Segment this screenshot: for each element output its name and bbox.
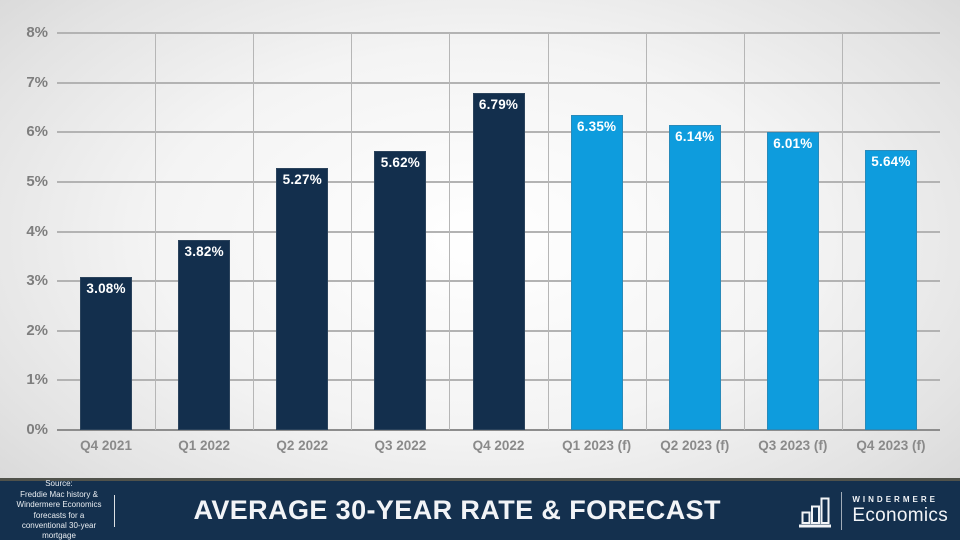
bar-q4-2023-f: 5.64% (864, 150, 917, 430)
bar-value-label: 6.35% (576, 118, 617, 134)
y-tick-label: 8% (26, 24, 48, 41)
x-tick-label: Q3 2023 (f) (758, 438, 828, 453)
y-tick-label: 3% (26, 272, 48, 290)
gridline-v (743, 33, 745, 430)
y-tick-label: 6% (26, 123, 48, 141)
gridline-h (57, 32, 940, 34)
bar-value-label: 6.01% (773, 135, 813, 151)
x-tick-label: Q4 2023 (f) (856, 438, 926, 453)
bar-q4-2021: 3.08% (80, 277, 133, 430)
bar-value-label: 3.82% (184, 244, 224, 260)
y-axis: 0% 1% 2% 3% 4% 5% 6% 7% 8% (0, 25, 50, 438)
bar-q3-2022: 5.62% (374, 151, 427, 430)
gridline-v (449, 33, 451, 430)
x-tick-label: Q2 2023 (f) (660, 438, 730, 453)
bar-q2-2023-f: 6.14% (668, 125, 721, 430)
bar-value-label: 5.64% (871, 154, 911, 170)
y-tick-label: 1% (26, 371, 48, 389)
gridline-v (645, 33, 647, 430)
gridline-v (841, 33, 843, 430)
bar-value-label: 5.62% (380, 155, 421, 171)
bar-q2-2022: 5.27% (276, 168, 329, 430)
y-tick-label: 7% (26, 73, 48, 91)
footer-bar: Source: Freddie Mac history & Windermere… (0, 478, 960, 540)
x-tick-label: Q1 2023 (f) (562, 438, 632, 453)
slide-title: AVERAGE 30-YEAR RATE & FORECAST (193, 495, 721, 525)
bar-q1-2023-f: 6.35% (570, 114, 623, 430)
logo-brand: WINDERMERE (852, 494, 938, 504)
bar-q3-2023-f: 6.01% (766, 131, 819, 430)
plot-area: 3.08% 3.82% 5.27% 5.62% 6.79% 6.35% 6.14% 6.01%… (57, 32, 940, 431)
x-axis: Q4 2021 Q1 2022 Q2 2022 Q3 2022 Q4 2022 Q1 20… (57, 437, 940, 459)
source-note: Source: Freddie Mac history & Windermere… (16, 479, 102, 540)
logo-divider (841, 491, 843, 530)
gridline-v (351, 33, 353, 430)
x-tick-label: Q2 2022 (276, 438, 329, 453)
gridline-h (57, 429, 940, 431)
bar-q1-2022: 3.82% (178, 240, 231, 430)
gridline-v (547, 33, 549, 430)
bar-value-label: 3.08% (86, 281, 126, 297)
bar-value-label: 6.14% (675, 129, 715, 145)
y-tick-label: 2% (26, 321, 48, 339)
bar-chart-icon (799, 493, 832, 529)
x-tick-label: Q4 2021 (80, 438, 132, 453)
x-tick-label: Q3 2022 (374, 438, 427, 453)
bar-value-label: 5.27% (282, 172, 322, 188)
x-tick-label: Q1 2022 (178, 438, 231, 453)
gridline-v (253, 33, 255, 430)
y-tick-label: 4% (26, 222, 48, 240)
y-tick-label: 5% (26, 172, 48, 190)
bar-q4-2022: 6.79% (472, 93, 525, 430)
logo-text: WINDERMERE Economics (852, 495, 948, 527)
x-tick-label: Q4 2022 (472, 438, 525, 453)
bar-value-label: 6.79% (478, 97, 519, 113)
y-tick-label: 0% (26, 421, 48, 438)
gridline-h (57, 81, 940, 84)
windermere-logo: WINDERMERE Economics (799, 491, 960, 530)
gridline-v (155, 33, 157, 430)
logo-division: Economics (852, 504, 948, 526)
source-divider (114, 494, 115, 527)
